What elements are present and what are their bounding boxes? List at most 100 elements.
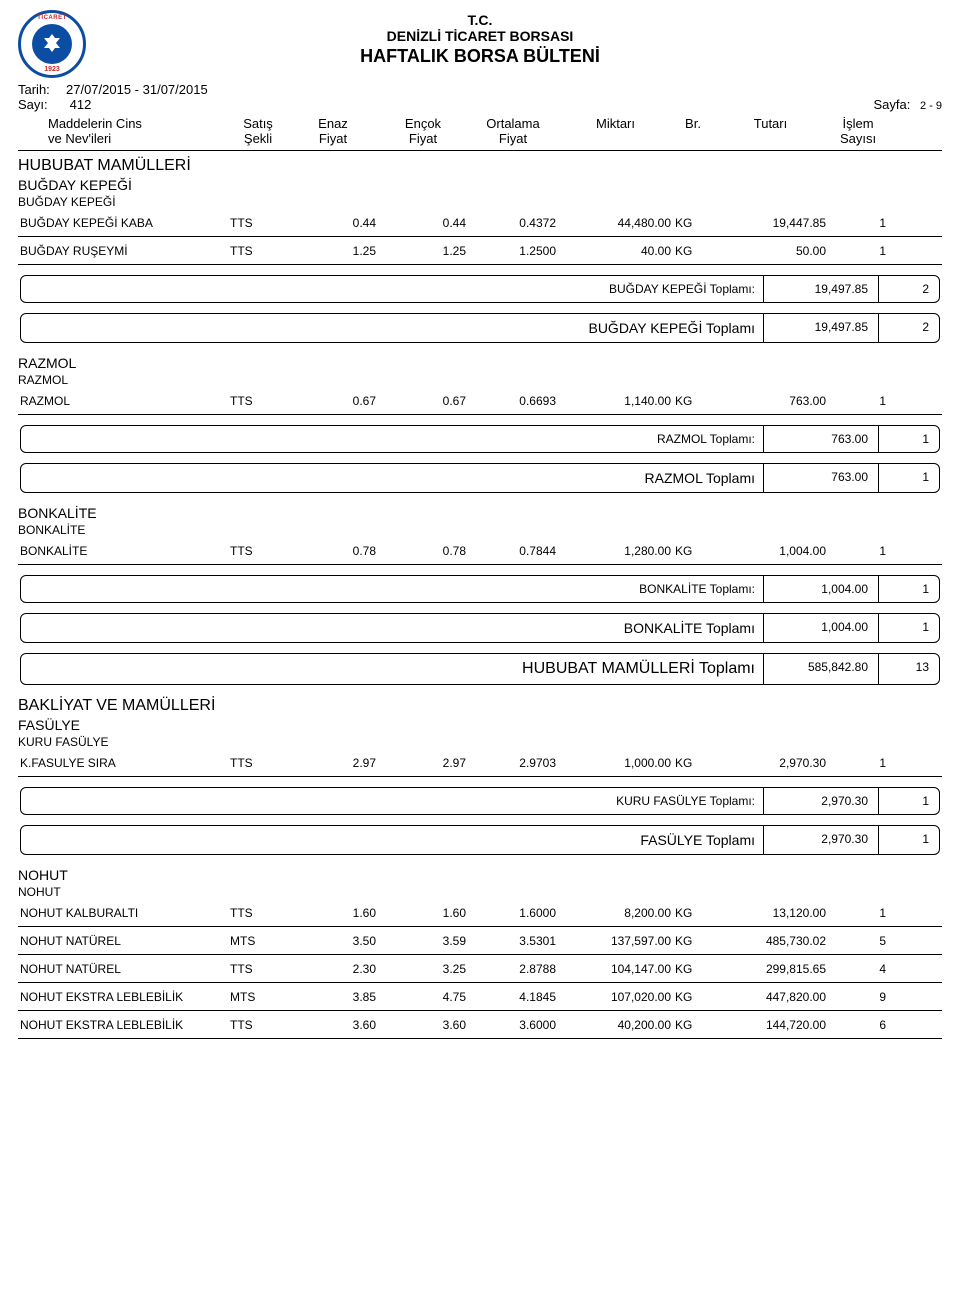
cell-name: NOHUT NATÜREL bbox=[18, 930, 228, 952]
cell-islem: 1 bbox=[828, 390, 888, 412]
cell-sekli: TTS bbox=[228, 390, 288, 412]
table-row: K.FASULYE SIRATTS2.972.972.97031,000.00K… bbox=[18, 749, 942, 777]
section-nohut-h2: NOHUT bbox=[18, 867, 942, 883]
cell-br: KG bbox=[673, 752, 713, 774]
subtotal-islem: 1 bbox=[879, 826, 939, 854]
cell-encok: 4.75 bbox=[378, 986, 468, 1008]
cell-br: KG bbox=[673, 390, 713, 412]
section-fasulye-h3: KURU FASÜLYE bbox=[18, 735, 942, 749]
cell-islem: 9 bbox=[828, 986, 888, 1008]
table-row: NOHUT NATÜRELMTS3.503.593.5301137,597.00… bbox=[18, 927, 942, 955]
cell-miktar: 8,200.00 bbox=[558, 902, 673, 924]
cell-tutar: 13,120.00 bbox=[713, 902, 828, 924]
subtotal-label: FASÜLYE Toplamı bbox=[632, 826, 764, 854]
col-tutar: Tutarı bbox=[713, 116, 828, 131]
cell-sekli: TTS bbox=[228, 958, 288, 980]
cell-tutar: 144,720.00 bbox=[713, 1014, 828, 1036]
sayfa-value: 2 - 9 bbox=[920, 100, 942, 112]
cell-name: BUĞDAY KEPEĞİ KABA bbox=[18, 212, 228, 234]
cell-ort: 2.8788 bbox=[468, 958, 558, 980]
cell-enaz: 0.78 bbox=[288, 540, 378, 562]
cell-name: NOHUT EKSTRA LEBLEBİLİK bbox=[18, 986, 228, 1008]
cell-sekli: TTS bbox=[228, 1014, 288, 1036]
header-line3: HAFTALIK BORSA BÜLTENİ bbox=[86, 46, 874, 67]
cell-name: NOHUT NATÜREL bbox=[18, 958, 228, 980]
logo-top-text: TİCARET bbox=[21, 15, 83, 21]
table-row: NOHUT KALBURALTITTS1.601.601.60008,200.0… bbox=[18, 899, 942, 927]
cell-encok: 3.60 bbox=[378, 1014, 468, 1036]
cell-ort: 0.4372 bbox=[468, 212, 558, 234]
cell-name: BUĞDAY RUŞEYMİ bbox=[18, 240, 228, 262]
col-ort-2: Fiyat bbox=[468, 131, 558, 146]
subtotal-tutar: 763.00 bbox=[764, 426, 879, 452]
cell-encok: 1.60 bbox=[378, 902, 468, 924]
cell-ort: 3.6000 bbox=[468, 1014, 558, 1036]
cell-miktar: 137,597.00 bbox=[558, 930, 673, 952]
subtotal-islem: 1 bbox=[879, 464, 939, 492]
table-row: NOHUT EKSTRA LEBLEBİLİKTTS3.603.603.6000… bbox=[18, 1011, 942, 1039]
section-bonkalite-h2: BONKALİTE bbox=[18, 505, 942, 521]
subtotal-tutar: 19,497.85 bbox=[764, 314, 879, 342]
sayi-value: 412 bbox=[70, 97, 92, 112]
cell-islem: 1 bbox=[828, 752, 888, 774]
cell-sekli: MTS bbox=[228, 986, 288, 1008]
cell-ort: 1.6000 bbox=[468, 902, 558, 924]
cell-miktar: 1,140.00 bbox=[558, 390, 673, 412]
table-row: NOHUT NATÜRELTTS2.303.252.8788104,147.00… bbox=[18, 955, 942, 983]
cell-islem: 6 bbox=[828, 1014, 888, 1036]
cell-enaz: 1.25 bbox=[288, 240, 378, 262]
logo-emblem-icon bbox=[32, 24, 72, 64]
section-nohut-h3: NOHUT bbox=[18, 885, 942, 899]
cell-islem: 4 bbox=[828, 958, 888, 980]
logo-year: 1923 bbox=[21, 66, 83, 73]
col-br: Br. bbox=[673, 116, 713, 131]
col-ort-1: Ortalama bbox=[468, 116, 558, 131]
cell-enaz: 0.67 bbox=[288, 390, 378, 412]
cell-enaz: 2.97 bbox=[288, 752, 378, 774]
subtotal-label: BONKALİTE Toplamı bbox=[616, 614, 764, 642]
cell-encok: 3.59 bbox=[378, 930, 468, 952]
tarih-label: Tarih: bbox=[18, 82, 66, 97]
subtotal-tutar: 19,497.85 bbox=[764, 276, 879, 302]
cell-tutar: 2,970.30 bbox=[713, 752, 828, 774]
col-miktar: Miktarı bbox=[558, 116, 673, 131]
cell-name: RAZMOL bbox=[18, 390, 228, 412]
cell-br: KG bbox=[673, 986, 713, 1008]
subtotal-islem: 1 bbox=[879, 788, 939, 814]
subtotal-label: HUBUBAT MAMÜLLERİ Toplamı bbox=[514, 654, 764, 684]
subtotal-islem: 1 bbox=[879, 576, 939, 602]
col-islem-2: Sayısı bbox=[828, 131, 888, 146]
cell-br: KG bbox=[673, 958, 713, 980]
subtotal-tutar: 1,004.00 bbox=[764, 576, 879, 602]
col-sekli-2: Şekli bbox=[228, 131, 288, 146]
subtotal-tutar: 763.00 bbox=[764, 464, 879, 492]
subtotal-label: BUĞDAY KEPEĞİ Toplamı bbox=[580, 314, 764, 342]
section-fasulye-h2: FASÜLYE bbox=[18, 717, 942, 733]
subtotal-islem: 2 bbox=[879, 314, 939, 342]
table-row: NOHUT EKSTRA LEBLEBİLİKMTS3.854.754.1845… bbox=[18, 983, 942, 1011]
cell-ort: 0.6693 bbox=[468, 390, 558, 412]
section-kepegi-h2: BUĞDAY KEPEĞİ bbox=[18, 177, 942, 193]
cell-miktar: 44,480.00 bbox=[558, 212, 673, 234]
cell-miktar: 1,280.00 bbox=[558, 540, 673, 562]
col-encok-2: Fiyat bbox=[378, 131, 468, 146]
cell-miktar: 40,200.00 bbox=[558, 1014, 673, 1036]
subtotal-tutar: 1,004.00 bbox=[764, 614, 879, 642]
cell-islem: 1 bbox=[828, 212, 888, 234]
cell-ort: 2.9703 bbox=[468, 752, 558, 774]
cell-sekli: TTS bbox=[228, 540, 288, 562]
col-enaz-1: Enaz bbox=[288, 116, 378, 131]
cell-tutar: 485,730.02 bbox=[713, 930, 828, 952]
section-kepegi-h3: BUĞDAY KEPEĞİ bbox=[18, 195, 942, 209]
cell-br: KG bbox=[673, 930, 713, 952]
cell-ort: 4.1845 bbox=[468, 986, 558, 1008]
subtotal-tutar: 585,842.80 bbox=[764, 654, 879, 684]
subtotal-islem: 1 bbox=[879, 614, 939, 642]
subtotal-label: KURU FASÜLYE Toplamı: bbox=[608, 788, 764, 814]
col-sekli-1: Satış bbox=[228, 116, 288, 131]
cell-enaz: 3.85 bbox=[288, 986, 378, 1008]
section-bakliyat-title: BAKLİYAT VE MAMÜLLERİ bbox=[18, 697, 942, 715]
table-row: BONKALİTETTS0.780.780.78441,280.00KG1,00… bbox=[18, 537, 942, 565]
subtotal-bonkalite-1: BONKALİTE Toplamı: 1,004.00 1 bbox=[20, 575, 940, 603]
cell-encok: 3.25 bbox=[378, 958, 468, 980]
